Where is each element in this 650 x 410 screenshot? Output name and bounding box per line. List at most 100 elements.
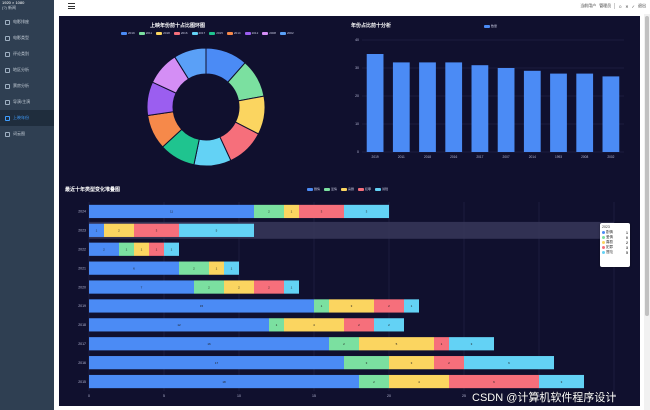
- stack-segment[interactable]: [464, 356, 554, 370]
- close-icon[interactable]: ✕: [625, 3, 629, 9]
- stack-segment[interactable]: [389, 356, 434, 370]
- sidebar-item-region[interactable]: 地区分析: [0, 62, 54, 78]
- legend-item[interactable]: 2017: [191, 31, 205, 35]
- sidebar-item-director[interactable]: 导演/主演: [0, 94, 54, 110]
- stack-segment[interactable]: [89, 318, 269, 332]
- bar[interactable]: [419, 62, 436, 152]
- stack-segment[interactable]: [119, 242, 134, 256]
- legend-item[interactable]: 2002: [279, 31, 294, 35]
- legend-item[interactable]: 喜剧: [341, 187, 354, 191]
- stack-segment[interactable]: [89, 204, 254, 219]
- stack-segment[interactable]: [179, 223, 254, 237]
- logout-button[interactable]: 退出: [638, 3, 646, 8]
- x-tick-label: 1993: [555, 155, 562, 159]
- donut-chart: [146, 47, 266, 167]
- stack-segment[interactable]: [89, 374, 359, 389]
- tooltip-row: 爱情 0: [602, 235, 628, 240]
- legend-item[interactable]: 冒险: [375, 187, 388, 191]
- bar[interactable]: [471, 65, 489, 152]
- sidebar-item-comment[interactable]: 评论类别: [0, 46, 54, 62]
- stack-segment[interactable]: [389, 374, 449, 389]
- stack-segment[interactable]: [449, 337, 494, 351]
- legend-item[interactable]: 2018: [156, 31, 170, 35]
- donut-slice[interactable]: [174, 47, 207, 80]
- stack-segment[interactable]: [179, 261, 209, 275]
- stack-segment[interactable]: [89, 223, 104, 237]
- bar[interactable]: [445, 62, 463, 152]
- user-icon[interactable]: ☺: [618, 3, 623, 9]
- stack-segment[interactable]: [539, 374, 584, 389]
- stack-segment[interactable]: [194, 280, 224, 294]
- stack-segment[interactable]: [344, 204, 389, 219]
- stack-segment[interactable]: [134, 223, 179, 237]
- stack-segment[interactable]: [359, 374, 389, 389]
- legend-item[interactable]: 2011: [138, 31, 152, 35]
- stack-segment[interactable]: [224, 280, 254, 294]
- stack-segment[interactable]: [434, 356, 464, 370]
- stack-segment[interactable]: [89, 242, 119, 256]
- stack-segment[interactable]: [449, 374, 539, 389]
- bar-chart: 0 10 20 30 40 2019 2011 2018 2016 2017 2007 2014 199…: [355, 38, 624, 159]
- stack-segment[interactable]: [329, 337, 359, 351]
- sidebar-item-boxoffice[interactable]: 票房分析: [0, 78, 54, 94]
- y-tick-label: 2024: [78, 210, 86, 214]
- legend-item[interactable]: 2015: [209, 31, 223, 35]
- stack-segment[interactable]: [254, 280, 284, 294]
- bar[interactable]: [550, 73, 567, 152]
- legend-swatch: [262, 31, 269, 35]
- bar[interactable]: [366, 54, 384, 152]
- bar[interactable]: [523, 70, 541, 152]
- stack-segment[interactable]: [209, 261, 224, 275]
- scrollbar-thumb[interactable]: [645, 16, 649, 316]
- stack-segment[interactable]: [89, 280, 194, 294]
- bar[interactable]: [392, 62, 410, 152]
- stack-segment[interactable]: [104, 223, 134, 237]
- stack-segment[interactable]: [344, 318, 374, 332]
- stack-segment[interactable]: [284, 318, 344, 332]
- stack-segment[interactable]: [374, 299, 404, 313]
- stack-segment[interactable]: [359, 337, 434, 351]
- stack-segment[interactable]: [269, 318, 284, 332]
- legend-item[interactable]: 2019: [121, 31, 135, 35]
- stack-segment[interactable]: [344, 356, 389, 370]
- legend-item[interactable]: 剧情: [307, 187, 320, 191]
- hamburger-icon[interactable]: [68, 3, 75, 9]
- legend-swatch: [226, 31, 233, 35]
- legend-item[interactable]: 数量: [484, 24, 497, 28]
- stack-segment[interactable]: [374, 318, 404, 332]
- stack-segment[interactable]: [434, 337, 449, 351]
- bar[interactable]: [576, 73, 594, 152]
- stack-segment[interactable]: [149, 242, 164, 256]
- stack-segment[interactable]: [299, 204, 344, 219]
- check-icon[interactable]: ✓: [631, 3, 635, 9]
- stack-segment[interactable]: [134, 242, 149, 256]
- stack-segment[interactable]: [89, 261, 179, 275]
- stack-segment[interactable]: [284, 280, 299, 294]
- stack-segment[interactable]: [254, 204, 284, 219]
- bar[interactable]: [497, 68, 515, 152]
- legend-item[interactable]: 爱情: [324, 187, 337, 191]
- stack-segment[interactable]: [89, 299, 314, 313]
- x-tick-label: 2011: [398, 155, 405, 159]
- stack-segment[interactable]: [224, 261, 239, 275]
- segment-label: 1: [441, 342, 443, 346]
- legend-item[interactable]: 2012: [244, 31, 258, 35]
- stack-segment[interactable]: [329, 299, 374, 313]
- sidebar-item-year[interactable]: 上映年份: [0, 110, 54, 126]
- legend-item[interactable]: 犯罪: [358, 187, 371, 191]
- legend-item[interactable]: 2016: [173, 31, 188, 35]
- legend-item[interactable]: 2008: [262, 31, 276, 35]
- legend-item[interactable]: 2014: [226, 31, 241, 35]
- stack-segment[interactable]: [284, 204, 299, 219]
- stack-segment[interactable]: [314, 299, 329, 313]
- stack-segment[interactable]: [89, 337, 329, 351]
- sidebar-item-type[interactable]: 电影类型: [0, 30, 54, 46]
- stack-segment[interactable]: [89, 356, 344, 370]
- user-name[interactable]: 管理员: [599, 3, 612, 8]
- stack-segment[interactable]: [164, 242, 179, 256]
- sidebar-item-wordcloud[interactable]: 词云图: [0, 126, 54, 142]
- sidebar-item-rank[interactable]: 电影排座: [0, 14, 54, 30]
- stack-segment[interactable]: [404, 299, 419, 313]
- page-scrollbar[interactable]: [644, 14, 650, 410]
- bar[interactable]: [602, 76, 620, 152]
